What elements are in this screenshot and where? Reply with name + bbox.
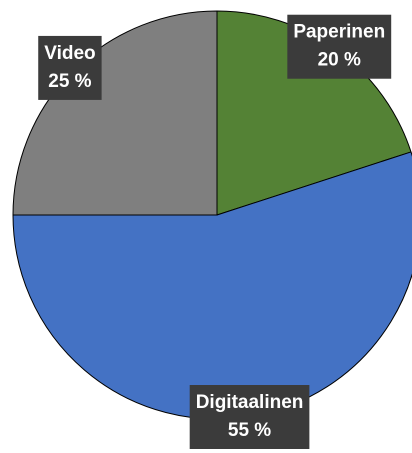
data-label: Paperinen 20 % <box>287 14 392 79</box>
category-label: Paperinen <box>293 22 385 43</box>
category-label: Video <box>44 43 95 64</box>
data-label: Digitaalinen 55 % <box>189 385 310 449</box>
label-box <box>189 385 310 449</box>
category-label: Digitaalinen <box>196 392 304 413</box>
value-label: 55 % <box>228 420 271 441</box>
value-label: 20 % <box>318 50 361 71</box>
value-label: 25 % <box>48 71 91 92</box>
label-box <box>38 35 102 100</box>
label-box <box>287 14 392 79</box>
data-label: Video 25 % <box>38 35 102 100</box>
